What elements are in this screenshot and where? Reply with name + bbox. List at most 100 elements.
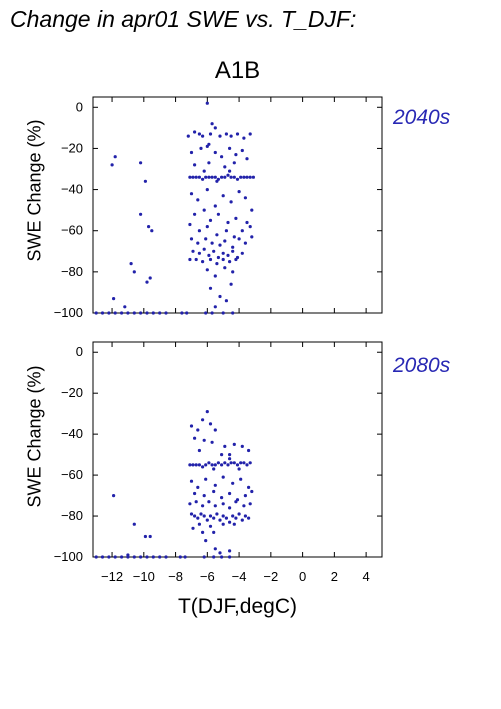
data-point — [202, 247, 206, 251]
data-point — [205, 518, 209, 522]
data-point — [228, 169, 232, 173]
data-point — [150, 229, 154, 233]
data-point — [229, 200, 233, 204]
data-point — [221, 522, 225, 526]
data-point — [94, 311, 98, 315]
data-point — [191, 249, 195, 253]
data-point — [189, 512, 194, 516]
data-point — [210, 311, 214, 315]
data-point — [247, 485, 251, 489]
data-point — [248, 502, 252, 506]
data-point — [205, 410, 209, 414]
data-point — [232, 522, 236, 526]
data-point — [212, 516, 216, 520]
data-point — [221, 257, 225, 262]
data-point — [232, 442, 236, 446]
data-point — [139, 555, 143, 559]
data-point — [210, 122, 214, 126]
data-point — [191, 526, 195, 530]
data-point — [210, 241, 214, 245]
data-point — [194, 463, 198, 467]
data-point — [229, 134, 233, 138]
data-point — [221, 194, 225, 198]
y-tick-label: 0 — [76, 344, 83, 359]
data-point — [193, 212, 197, 216]
data-point — [215, 512, 219, 516]
data-point — [218, 243, 222, 247]
data-point — [110, 163, 114, 167]
data-point — [212, 530, 216, 535]
data-point — [213, 483, 217, 487]
data-point — [234, 500, 238, 504]
data-point — [107, 311, 111, 315]
data-point — [193, 436, 197, 440]
data-point — [126, 555, 130, 559]
data-point — [197, 229, 201, 233]
x-axis-label: T(DJF,degC) — [177, 595, 298, 618]
data-point — [201, 418, 205, 422]
data-point — [145, 555, 149, 559]
data-point — [213, 150, 217, 155]
data-point — [213, 504, 217, 508]
data-point — [248, 461, 252, 465]
data-point — [237, 190, 241, 194]
data-point — [196, 516, 200, 520]
data-point — [100, 311, 105, 315]
data-point — [239, 461, 243, 465]
data-point — [245, 157, 249, 161]
data-point — [210, 175, 214, 179]
x-tick-label: −2 — [263, 569, 278, 584]
data-point — [223, 165, 227, 169]
data-point — [242, 504, 246, 508]
data-point — [132, 522, 136, 526]
data-point — [226, 220, 230, 225]
data-point — [189, 424, 194, 428]
data-point — [247, 448, 251, 453]
data-point — [221, 502, 225, 506]
data-point — [207, 253, 211, 257]
data-point — [113, 311, 117, 315]
data-point — [218, 518, 222, 522]
data-point — [212, 555, 216, 559]
data-point — [215, 262, 219, 266]
data-point — [245, 463, 249, 467]
data-point — [237, 467, 241, 471]
data-point — [243, 196, 247, 200]
data-point — [199, 512, 203, 516]
data-point — [189, 479, 194, 483]
data-point — [220, 155, 224, 159]
data-point — [245, 220, 249, 225]
data-point — [178, 555, 182, 559]
data-point — [213, 175, 217, 179]
data-point — [193, 491, 197, 496]
data-point — [220, 496, 224, 500]
data-point — [234, 216, 238, 220]
data-point — [216, 461, 220, 465]
data-point — [243, 241, 247, 245]
data-point — [224, 132, 228, 136]
data-point — [229, 461, 233, 465]
data-point — [205, 268, 209, 272]
data-point — [223, 266, 227, 270]
data-point — [224, 516, 228, 520]
data-point — [196, 485, 200, 489]
data-point — [197, 522, 201, 526]
data-point — [251, 175, 255, 179]
data-point — [202, 555, 206, 559]
data-point — [164, 311, 168, 315]
data-point — [210, 463, 214, 467]
y-tick-label: −60 — [61, 467, 83, 482]
data-point — [194, 175, 198, 179]
data-point — [216, 255, 220, 260]
data-point — [229, 282, 233, 286]
data-point — [212, 249, 216, 253]
data-point — [202, 438, 206, 442]
data-point — [240, 251, 244, 255]
data-point — [221, 311, 225, 315]
data-point — [180, 311, 184, 315]
data-point — [237, 237, 241, 241]
data-point — [183, 555, 187, 559]
data-point — [228, 491, 232, 496]
data-point — [196, 198, 200, 202]
y-tick-label: −60 — [61, 223, 83, 238]
